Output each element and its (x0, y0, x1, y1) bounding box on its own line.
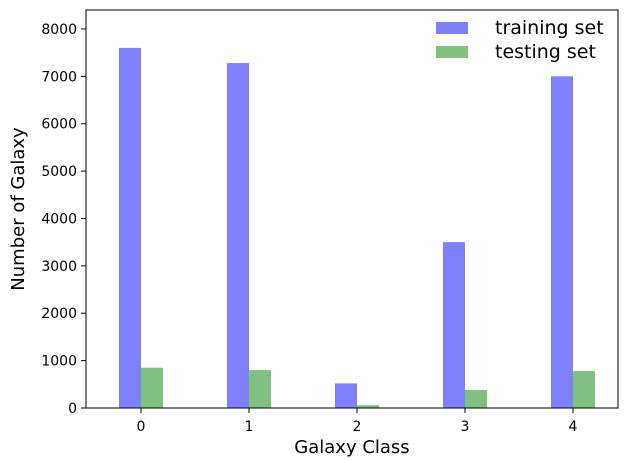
bars-group (119, 47, 595, 409)
bar-training-class-2 (335, 383, 357, 408)
x-axis-label: Galaxy Class (294, 437, 409, 458)
y-tick-label: 5000 (41, 164, 77, 180)
bar-training-class-1 (227, 63, 249, 409)
bar-training-class-4 (551, 76, 573, 408)
y-tick-label: 8000 (41, 22, 77, 38)
y-tick-label: 6000 (41, 117, 77, 133)
legend-swatch-testing (436, 46, 468, 58)
x-tick-label: 4 (569, 419, 578, 435)
bar-testing-class-3 (465, 389, 487, 408)
x-axis-ticks: 0 1 2 3 4 (137, 408, 578, 435)
bar-testing-class-2 (357, 405, 379, 408)
y-tick-label: 0 (68, 401, 77, 417)
bar-testing-class-1 (249, 370, 271, 408)
y-tick-label: 7000 (41, 69, 77, 85)
y-tick-label: 3000 (41, 259, 77, 275)
legend: training set testing set (436, 17, 604, 63)
y-tick-label: 4000 (41, 211, 77, 227)
legend-swatch-training (436, 22, 468, 34)
y-axis-label: Number of Galaxy (8, 127, 29, 291)
bar-training-class-3 (443, 242, 465, 408)
x-tick-label: 0 (137, 419, 146, 435)
x-tick-label: 1 (245, 419, 254, 435)
x-tick-label: 2 (353, 419, 362, 435)
bar-testing-class-0 (141, 367, 163, 408)
bar-testing-class-4 (573, 371, 595, 408)
bar-training-class-0 (119, 47, 141, 409)
legend-label-testing: testing set (495, 41, 596, 63)
plot-frame (85, 9, 619, 409)
y-axis-ticks: 0 1000 2000 3000 4000 5000 6000 7000 8000 (41, 22, 86, 417)
y-tick-label: 1000 (41, 354, 77, 370)
legend-label-training: training set (495, 17, 604, 39)
x-tick-label: 3 (461, 419, 470, 435)
y-tick-label: 2000 (41, 306, 77, 322)
